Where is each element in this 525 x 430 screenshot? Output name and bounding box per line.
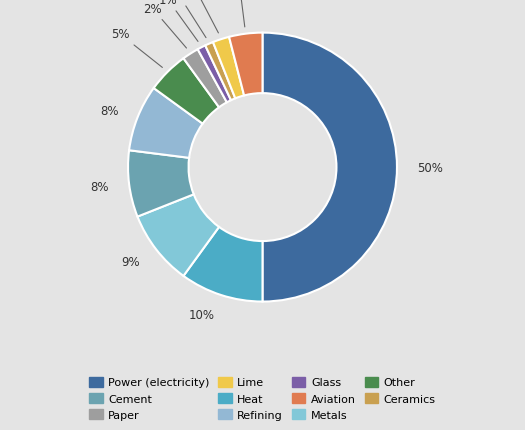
Text: 8%: 8% <box>100 104 119 117</box>
Text: 1%: 1% <box>169 0 206 39</box>
Text: 2%: 2% <box>186 0 218 34</box>
Wedge shape <box>183 227 262 302</box>
Legend: Power (electricity), Cement, Paper, Lime, Heat, Refining, Glass, Aviation, Metal: Power (electricity), Cement, Paper, Lime… <box>89 377 436 420</box>
Wedge shape <box>205 43 235 101</box>
Text: 8%: 8% <box>91 181 109 194</box>
Text: 10%: 10% <box>188 308 215 321</box>
Text: 2%: 2% <box>143 3 186 49</box>
Wedge shape <box>129 89 203 158</box>
Text: 4%: 4% <box>229 0 248 28</box>
Text: 5%: 5% <box>111 28 162 68</box>
Wedge shape <box>213 38 244 99</box>
Wedge shape <box>262 34 397 302</box>
Text: 9%: 9% <box>122 256 140 269</box>
Wedge shape <box>183 50 227 108</box>
Wedge shape <box>154 59 219 124</box>
Wedge shape <box>128 151 194 217</box>
Text: 50%: 50% <box>417 161 443 174</box>
Text: 1%: 1% <box>159 0 198 42</box>
Wedge shape <box>229 34 262 96</box>
Wedge shape <box>138 195 219 276</box>
Wedge shape <box>198 46 231 103</box>
